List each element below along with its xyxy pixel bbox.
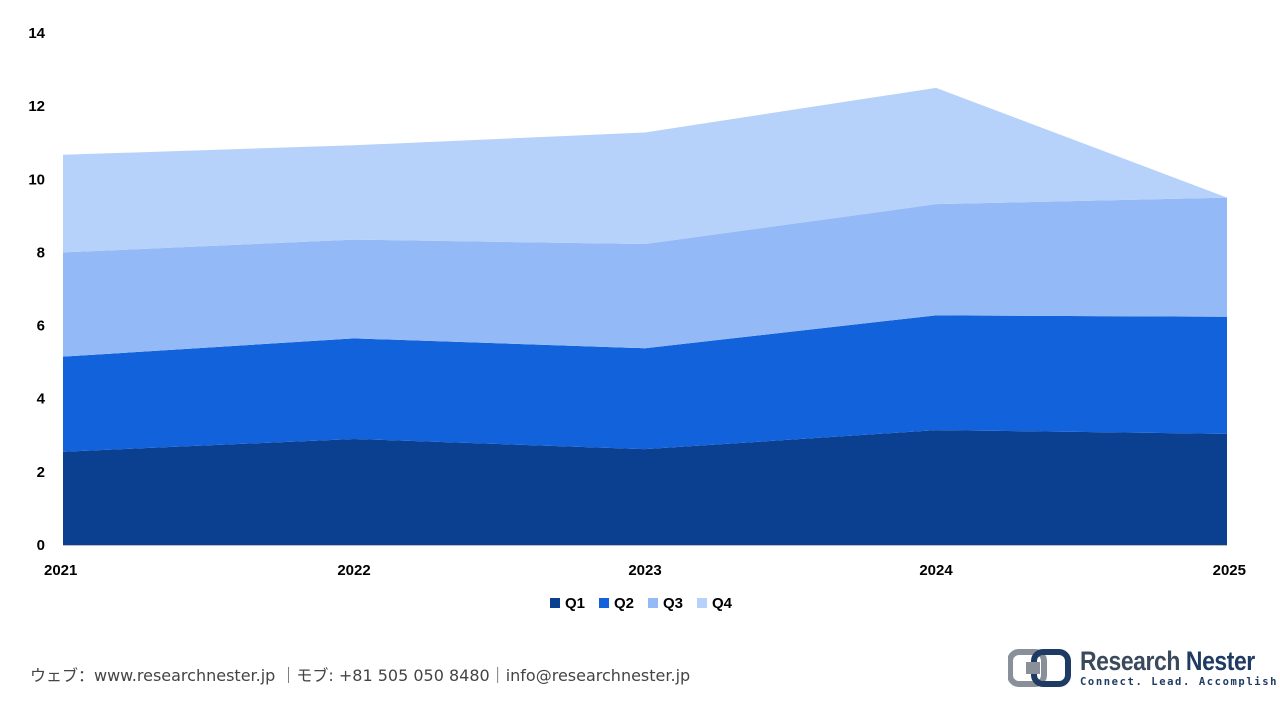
logo-tagline: Connect. Lead. Accomplish bbox=[1080, 676, 1279, 688]
x-tick-label: 2024 bbox=[919, 562, 953, 579]
research-nester-logo-icon bbox=[1008, 649, 1071, 687]
y-tick-label: 2 bbox=[37, 464, 45, 481]
y-tick-label: 8 bbox=[37, 244, 45, 261]
logo-wordmark-part1: Research bbox=[1080, 646, 1180, 676]
y-tick-label: 10 bbox=[28, 171, 45, 188]
y-axis-tick-labels: 0 2 4 6 8 10 12 14 bbox=[28, 25, 45, 554]
x-tick-label: 2025 bbox=[1213, 562, 1246, 579]
logo-wordmark-part2: Nester bbox=[1185, 646, 1255, 676]
x-tick-label: 2023 bbox=[628, 562, 661, 579]
area-q4 bbox=[63, 87, 1227, 253]
area-q1 bbox=[63, 430, 1227, 545]
legend-swatch-q2 bbox=[599, 598, 609, 608]
footer-contact: ウェブ：www.researchnester.jp ｜モブ: +81 505 0… bbox=[30, 666, 691, 685]
x-axis-tick-labels: 2021 2022 2023 2024 2025 bbox=[44, 562, 1246, 579]
legend-swatch-q3 bbox=[648, 598, 658, 608]
x-tick-label: 2021 bbox=[44, 562, 77, 579]
x-tick-label: 2022 bbox=[337, 562, 370, 579]
legend-label-q1: Q1 bbox=[565, 595, 585, 612]
logo-wordmark: Research Nester bbox=[1080, 646, 1255, 677]
area-series-group bbox=[63, 87, 1227, 545]
legend-swatch-q4 bbox=[697, 598, 707, 608]
y-tick-label: 4 bbox=[37, 391, 46, 408]
y-tick-label: 6 bbox=[37, 318, 45, 335]
legend-label-q2: Q2 bbox=[614, 595, 634, 612]
y-tick-label: 14 bbox=[28, 25, 45, 42]
legend-label-q4: Q4 bbox=[712, 595, 733, 612]
area-q3 bbox=[63, 197, 1227, 357]
research-nester-logo: Research Nester Connect. Lead. Accomplis… bbox=[1008, 646, 1276, 692]
legend-label-q3: Q3 bbox=[663, 595, 683, 612]
y-tick-label: 0 bbox=[37, 537, 45, 554]
legend: Q1 Q2 Q3 Q4 bbox=[550, 595, 733, 612]
legend-swatch-q1 bbox=[550, 598, 560, 608]
area-q2 bbox=[63, 315, 1227, 452]
y-tick-label: 12 bbox=[28, 98, 45, 115]
